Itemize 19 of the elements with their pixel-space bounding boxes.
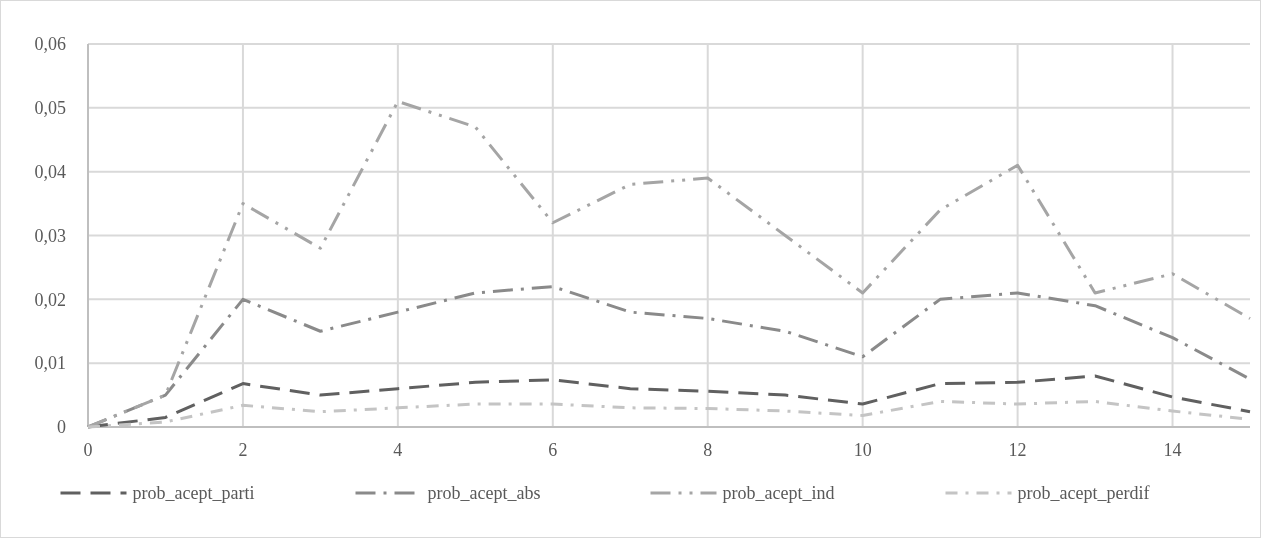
x-tick-label: 6 <box>548 440 558 460</box>
x-tick-label: 8 <box>703 440 713 460</box>
legend-label: prob_acept_parti <box>132 483 255 504</box>
legend-label: prob_acept_abs <box>427 483 541 504</box>
x-tick-label: 2 <box>238 440 248 460</box>
legend-label: prob_acept_ind <box>722 483 835 504</box>
legend-label: prob_acept_perdif <box>1017 483 1150 504</box>
y-tick-label: 0,04 <box>34 161 66 182</box>
y-tick-label: 0,05 <box>34 98 66 119</box>
y-tick-label: 0,01 <box>34 353 66 374</box>
y-tick-label: 0,06 <box>34 34 66 55</box>
x-tick-label: 14 <box>1163 440 1182 460</box>
x-tick-label: 4 <box>393 440 403 460</box>
x-tick-label: 10 <box>853 440 872 460</box>
y-tick-label: 0 <box>57 417 66 438</box>
y-tick-label: 0,02 <box>34 289 66 310</box>
x-tick-label: 0 <box>83 440 93 460</box>
x-tick-label: 12 <box>1008 440 1027 460</box>
y-tick-label: 0,03 <box>34 225 66 246</box>
